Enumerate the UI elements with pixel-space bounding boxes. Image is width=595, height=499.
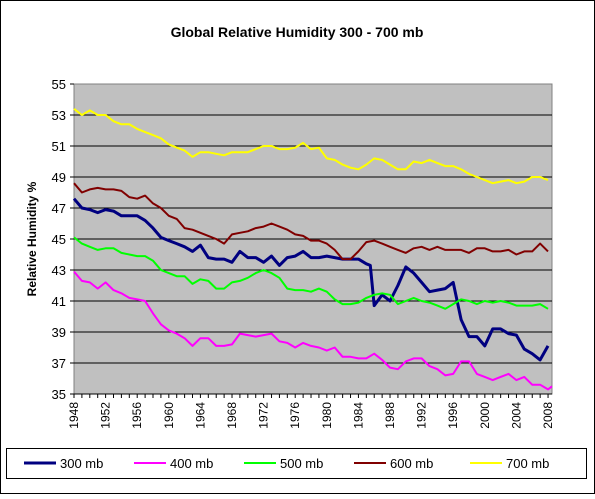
x-tick-label: 1996 [446,402,460,429]
y-tick-label: 53 [52,108,66,123]
x-tick-label: 1988 [383,402,397,429]
y-tick-label: 55 [52,77,66,92]
x-tick-label: 2000 [478,402,492,429]
legend-items: 300 mb 400 mb 500 mb 600 mb 700 mb [24,456,549,471]
x-tick-labels: 1948 1952 1956 1960 1964 1968 1972 1976 1980 1984… [67,393,555,429]
series-lines [72,108,553,391]
x-tick-label: 1948 [67,402,81,429]
chart-title: Global Relative Humidity 300 - 700 mb [171,24,424,40]
y-tick-label: 49 [52,170,66,185]
series-line-600-mb [73,182,549,261]
x-tick-label: 2004 [509,402,523,429]
y-tick-label: 41 [52,294,66,309]
series-line-700-mb [73,108,549,185]
x-tick-label: 1956 [130,402,144,429]
y-tick-label: 35 [52,387,66,402]
series-line-500-mb [73,236,549,310]
x-tick-label: 1980 [320,402,334,429]
series-line-400-mb [73,270,553,391]
y-tick-label: 47 [52,201,66,216]
x-tick-label: 1976 [288,402,302,429]
series-line-300-mb [72,197,550,362]
legend-label: 700 mb [506,456,549,471]
y-tick-label: 45 [52,232,66,247]
x-tick-label: 2008 [541,402,555,429]
y-tick-label: 51 [52,139,66,154]
legend-label: 400 mb [170,456,213,471]
y-axis-label: Relative Humidity % [25,181,39,296]
x-tick-label: 1984 [351,402,365,429]
x-tick-label: 1972 [257,402,271,429]
y-tick-label: 37 [52,356,66,371]
x-tick-label: 1992 [415,402,429,429]
legend-label: 300 mb [60,456,103,471]
x-tick-label: 1952 [99,402,113,429]
legend-label: 600 mb [390,456,433,471]
y-tick-label: 39 [52,325,66,340]
legend-label: 500 mb [280,456,323,471]
gridlines [74,114,552,364]
x-tick-label: 1968 [225,402,239,429]
y-tick-label: 43 [52,263,66,278]
y-tick-labels: 35 37 39 41 43 45 47 49 51 53 55 [52,77,74,402]
x-tick-label: 1960 [162,402,176,429]
x-tick-label: 1964 [193,402,207,429]
